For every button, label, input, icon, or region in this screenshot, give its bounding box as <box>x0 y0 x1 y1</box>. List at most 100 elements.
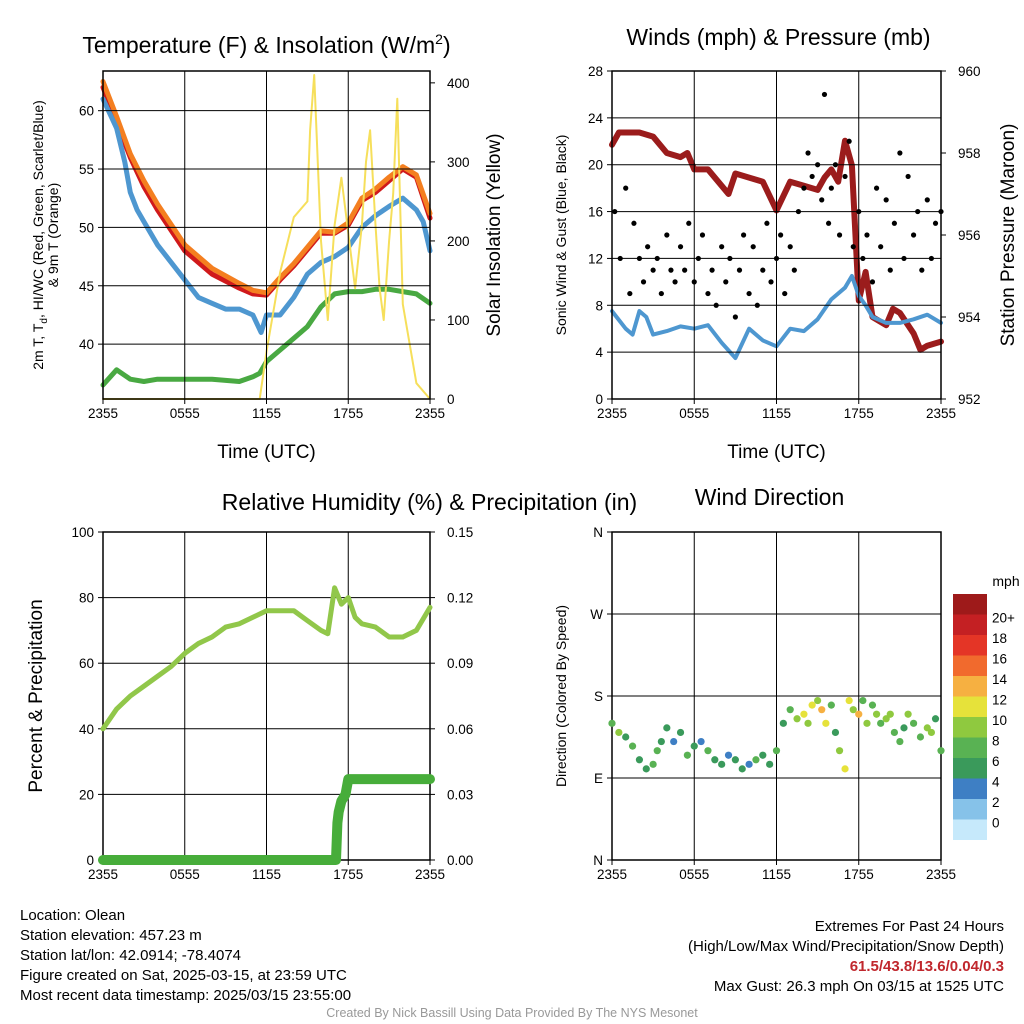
temp-ytick-label: 40 <box>79 337 94 352</box>
winds-gust-point <box>809 173 815 180</box>
wdir-point <box>653 747 661 755</box>
rh-axes: 2355 0555 1155 1755 23550204060801000.000.03… <box>71 525 473 882</box>
wdir-xtick-label: 1155 <box>762 867 791 882</box>
winds-gust-point <box>760 267 766 273</box>
winds-title: Winds (mph) & Pressure (mb) <box>626 24 930 50</box>
winds-gust-point <box>746 290 752 297</box>
rh-ytick-label: 100 <box>71 525 94 540</box>
wdir-point <box>800 710 808 718</box>
winds-y2tick-label: 954 <box>958 310 981 325</box>
winds-gust-point <box>897 150 903 156</box>
wdir-point <box>845 696 853 705</box>
wdir-point <box>896 737 904 746</box>
wdir-legend-label: 16 <box>992 652 1007 667</box>
wdir-point <box>615 728 623 737</box>
winds-ytick-label: 24 <box>588 111 604 126</box>
wdir-legend-label: 14 <box>992 672 1008 687</box>
winds-ytick-label: 12 <box>588 251 603 266</box>
wdir-point <box>849 706 857 714</box>
wdir-point <box>704 747 712 755</box>
wdir-point <box>904 710 912 718</box>
temp-title-sup: 2 <box>435 31 443 47</box>
winds-gust-point <box>686 220 692 226</box>
wdir-point <box>724 751 733 759</box>
wdir-point <box>622 733 630 741</box>
temp-ylabel-line1: 2m T, Td, HI/WC (Red, Green, Scarlet/Blu… <box>30 100 50 370</box>
extremes-subtitle: (High/Low/Max Wind/Precipitation/Snow De… <box>688 938 1004 955</box>
winds-gust-point <box>750 244 756 250</box>
wdir-point <box>808 701 816 709</box>
wdir-legend-label: 20+ <box>992 611 1015 626</box>
temp-xtick-label: 1755 <box>333 406 363 421</box>
wdir-legend: mph 0 2 4 6 8 10 12 14 16 18 20+ <box>953 573 1020 840</box>
winds-y2tick-label: 952 <box>958 392 981 407</box>
rh-title: Relative Humidity (%) & Precipitation (i… <box>222 489 637 515</box>
winds-gust-point <box>736 267 743 273</box>
wdir-ytick-label: N <box>593 525 603 540</box>
wdir-legend-swatch <box>953 778 987 799</box>
wdir-point <box>772 747 781 755</box>
winds-xlabel: Time (UTC) <box>727 442 826 463</box>
wdir-legend-swatch <box>953 696 987 717</box>
wdir-legend-swatch <box>953 717 987 738</box>
wdir-point <box>793 715 801 723</box>
winds-gust-point <box>623 185 629 191</box>
winds-gust-point <box>768 279 774 285</box>
winds-gust-point <box>699 232 706 238</box>
wdir-legend-label: 8 <box>992 734 1000 749</box>
temp-y2tick-label: 300 <box>447 155 470 170</box>
temp-title: Temperature (F) & Insolation (W/m2) <box>82 31 450 58</box>
rh-xtick-label: 2355 <box>415 867 445 882</box>
wdir-legend-label: 12 <box>992 693 1007 708</box>
wdir-point <box>690 742 698 750</box>
temp-ytick-label: 45 <box>79 279 94 294</box>
wdir-ytick-label: N <box>593 853 603 868</box>
winds-gust-point <box>705 290 711 297</box>
winds-ytick-label: 28 <box>588 64 603 79</box>
winds-gust-point <box>836 232 843 238</box>
wdir-legend-swatch <box>953 635 987 656</box>
wdir-xtick-label: 0555 <box>679 867 709 882</box>
station-info: Location: Olean Station elevation: 457.2… <box>20 906 351 1006</box>
wdir-legend-title: mph <box>992 573 1019 589</box>
wdir-point <box>886 710 894 718</box>
winds-series-pressure <box>609 129 944 353</box>
winds-axes: 2355 0555 1155 1755 235504812162024289529549… <box>588 64 981 421</box>
temp-xtick-label: 1155 <box>252 406 281 421</box>
wdir-point <box>859 696 867 705</box>
winds-y2tick-label: 960 <box>958 64 981 79</box>
wdir-point <box>786 706 794 714</box>
rh-xtick-label: 1755 <box>333 867 363 882</box>
winds-gust-point <box>672 279 678 285</box>
wdir-point <box>831 728 840 737</box>
winds-gust-point <box>677 244 684 250</box>
rh-ytick-label: 40 <box>79 722 94 737</box>
wdir-point <box>642 765 650 773</box>
wdir-legend-swatch <box>953 594 987 615</box>
temp-axes: 2355 0555 1155 1755 2355 40 45 50 55 60 0 100 200 300… <box>79 70 470 421</box>
winds-xtick-label: 1755 <box>844 406 874 421</box>
wdir-point <box>900 724 908 732</box>
winds-gust-point <box>650 267 656 273</box>
wdir-legend-label: 6 <box>992 754 1000 769</box>
rh-ytick-label: 0 <box>86 853 94 868</box>
wdir-point <box>670 737 678 746</box>
winds-series-group <box>609 91 944 360</box>
wdir-point <box>835 747 844 755</box>
wdir-legend-swatch <box>953 655 987 676</box>
wdir-point <box>663 724 671 732</box>
winds-gust-point <box>864 232 870 238</box>
station-elevation: Station elevation: 457.23 m <box>20 927 202 944</box>
wdir-point <box>877 719 885 727</box>
wdir-legend-swatch <box>953 799 987 820</box>
recent-timestamp: Most recent data timestamp: 2025/03/15 2… <box>20 987 352 1004</box>
wdir-point <box>804 719 812 727</box>
wdir-point <box>697 737 705 746</box>
wdir-point <box>745 760 753 768</box>
winds-gust-point <box>891 220 897 226</box>
rh-ytick-label: 80 <box>79 591 94 606</box>
wdir-point <box>635 756 644 764</box>
winds-gust-point <box>924 197 930 203</box>
rh-ytick-label: 20 <box>79 787 94 802</box>
winds-gust-point <box>640 279 647 285</box>
